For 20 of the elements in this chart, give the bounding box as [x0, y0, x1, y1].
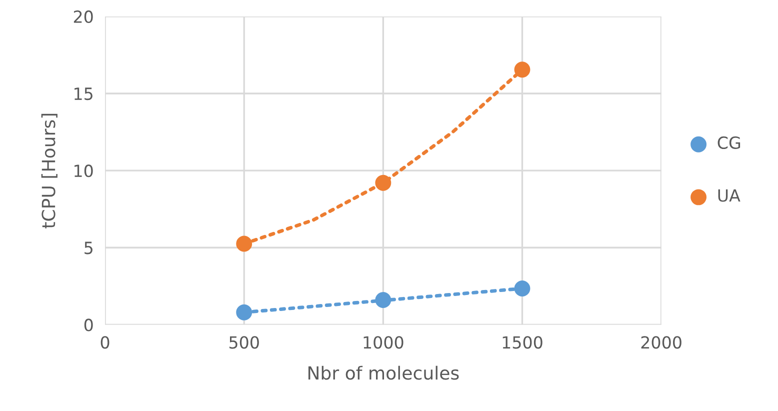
legend-label: CG [718, 136, 740, 149]
point [375, 292, 392, 308]
y-axis-title: tCPU [Hours] [41, 114, 58, 228]
x-tick-label: 500 [229, 336, 259, 349]
legend-label: UA [718, 189, 740, 202]
point [514, 280, 530, 296]
x-tick-label: 1500 [502, 336, 542, 349]
y-tick-label: 5 [84, 242, 92, 254]
point [236, 236, 252, 252]
x-axis-title: Nbr of molecules [308, 366, 459, 380]
x-tick-label: 2000 [641, 336, 682, 349]
point [236, 304, 252, 320]
x-tick-label: 0 [100, 336, 110, 349]
y-tick-label: 10 [74, 164, 93, 178]
point [514, 62, 530, 78]
x-tick-label: 1000 [364, 336, 404, 349]
y-tick-label: 15 [74, 88, 92, 100]
y-tick-label: 0 [84, 318, 93, 332]
point [375, 174, 392, 191]
y-tick-label: 20 [74, 10, 93, 24]
